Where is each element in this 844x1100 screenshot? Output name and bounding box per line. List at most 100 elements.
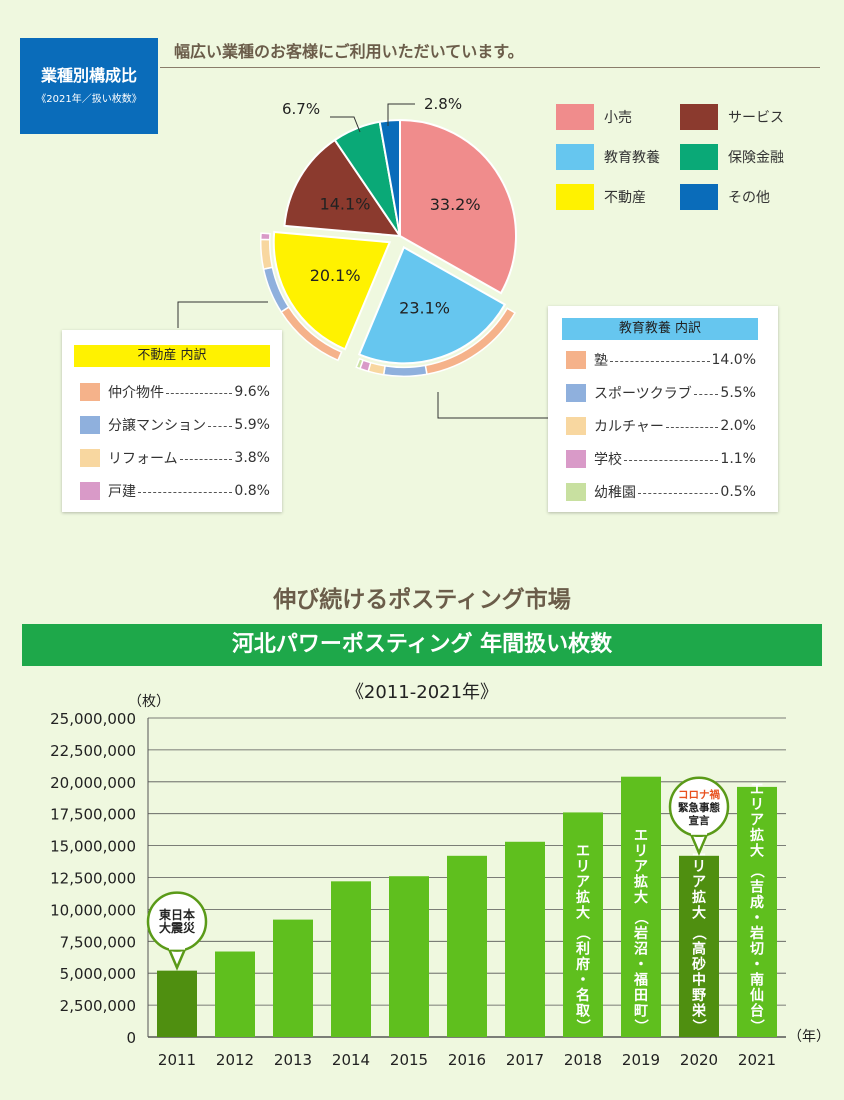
callout-text: 大震災 bbox=[159, 920, 196, 935]
y-tick-label: 20,000,000 bbox=[50, 774, 136, 792]
callout-text: 宣言 bbox=[689, 814, 710, 827]
x-tick-label: 2016 bbox=[448, 1051, 486, 1069]
item-label: カルチャー bbox=[594, 419, 664, 435]
legend-swatch bbox=[556, 144, 594, 170]
x-tick-label: 2012 bbox=[216, 1051, 254, 1069]
bar-vertical-label: 大 bbox=[692, 905, 706, 922]
y-tick-label: 7,500,000 bbox=[60, 933, 136, 951]
bar-vertical-label: 岩 bbox=[749, 925, 764, 942]
bar-vertical-label: リ bbox=[692, 859, 706, 875]
bar-vertical-label: リ bbox=[576, 859, 590, 875]
callout-text: 緊急事態 bbox=[678, 801, 720, 814]
bar-vertical-label: ・ bbox=[750, 957, 764, 973]
pie-slice bbox=[283, 138, 403, 238]
item-label: リフォーム bbox=[108, 451, 178, 467]
bar-vertical-label: ） bbox=[748, 1019, 764, 1033]
x-tick-label: 2011 bbox=[158, 1051, 196, 1069]
bar-vertical-label: エ bbox=[634, 828, 648, 844]
item-value: 0.8% bbox=[234, 483, 270, 499]
legend-swatch bbox=[680, 104, 718, 130]
legend-item-insurance: 保険金融 bbox=[680, 144, 784, 170]
item-label: 学校 bbox=[594, 452, 622, 468]
bar-vertical-label: 名 bbox=[576, 987, 590, 1004]
bar-vertical-label: 南 bbox=[750, 972, 764, 989]
x-tick-label: 2013 bbox=[274, 1051, 312, 1069]
callout-text: コロナ禍 bbox=[678, 788, 720, 801]
pie-label-other: 2.8% bbox=[424, 95, 463, 113]
education-item-school: 学校 1.1% bbox=[566, 449, 756, 469]
bar bbox=[389, 876, 429, 1037]
pie-slice-label: 33.2% bbox=[430, 195, 481, 214]
bar-vertical-label: 拡 bbox=[750, 827, 764, 844]
legend-label: 保険金融 bbox=[728, 150, 784, 166]
bar-vertical-label: 田 bbox=[634, 988, 648, 1004]
section-title: 伸び続けるポスティング市場 bbox=[273, 587, 571, 613]
legend-swatch bbox=[556, 104, 594, 130]
bar bbox=[737, 786, 777, 1037]
x-tick-label: 2018 bbox=[564, 1051, 602, 1069]
bar-vertical-label: ・ bbox=[634, 957, 648, 973]
education-breakdown-title: 教育教養 内訳 bbox=[562, 318, 758, 340]
annual-volume-bar-chart: 0 2,500,000 5,000,000 7,500,000 10,000,000 12… bbox=[50, 694, 830, 1069]
legend-item-other: その他 bbox=[680, 184, 770, 210]
bar-vertical-label: リ bbox=[750, 797, 764, 813]
bar-vertical-label: エ bbox=[576, 844, 590, 860]
legend-label: 不動産 bbox=[604, 190, 646, 206]
leader-dots bbox=[138, 491, 233, 493]
pie-slice bbox=[378, 118, 401, 237]
bar-vertical-label: 府 bbox=[576, 956, 590, 973]
callout-text: 東日本 bbox=[159, 907, 195, 922]
legend-label: サービス bbox=[728, 110, 784, 126]
leader-dots bbox=[208, 425, 233, 427]
bar-vertical-label: （ bbox=[690, 926, 706, 940]
bar-vertical-label: 吉 bbox=[750, 879, 764, 896]
swatch bbox=[566, 483, 586, 501]
x-tick-label: 2019 bbox=[622, 1051, 660, 1069]
bar bbox=[157, 970, 197, 1037]
leader-dots bbox=[665, 426, 719, 428]
pie-slice-label: 14.1% bbox=[320, 195, 371, 214]
pie-label-insurance: 6.7% bbox=[282, 100, 321, 118]
bar-vertical-label: ・ bbox=[576, 973, 590, 989]
y-tick-label: 12,500,000 bbox=[50, 870, 136, 888]
swatch bbox=[80, 383, 100, 401]
bar-vertical-label: 切 bbox=[750, 942, 764, 958]
bar-vertical-label: ） bbox=[690, 1019, 706, 1033]
realestate-item-brokerage: 仲介物件 9.6% bbox=[80, 382, 270, 402]
y-tick-label: 15,000,000 bbox=[50, 838, 136, 856]
callout-joint bbox=[691, 828, 707, 835]
education-item-kindergarten: 幼稚園 0.5% bbox=[566, 482, 756, 502]
bar-vertical-label: 大 bbox=[750, 843, 764, 860]
bar bbox=[331, 881, 371, 1037]
pie-slice bbox=[272, 230, 392, 351]
bar-vertical-label: ア bbox=[750, 813, 764, 829]
callout-bubble bbox=[668, 776, 730, 838]
bar-vertical-label: （ bbox=[574, 926, 590, 940]
bar-vertical-label: 拡 bbox=[692, 889, 706, 906]
pie-leader-lines bbox=[177, 103, 548, 419]
composition-badge: 業種別構成比 《2021年／扱い枚数》 bbox=[20, 38, 158, 134]
item-label: 戸建 bbox=[108, 484, 136, 500]
x-tick-label: 2015 bbox=[390, 1051, 428, 1069]
bar-vertical-label: （ bbox=[632, 911, 648, 925]
item-value: 9.6% bbox=[234, 384, 270, 400]
bar-vertical-label: 栄 bbox=[691, 1003, 707, 1020]
leader-dots bbox=[638, 492, 719, 494]
item-value: 3.8% bbox=[234, 450, 270, 466]
swatch bbox=[566, 450, 586, 468]
bar-vertical-label: ア bbox=[634, 859, 648, 875]
bar-vertical-label: 拡 bbox=[576, 889, 590, 906]
bar-vertical-label: 岩 bbox=[633, 925, 648, 942]
bar-vertical-label: 町 bbox=[634, 1004, 648, 1020]
bar bbox=[447, 855, 487, 1037]
bar bbox=[679, 855, 719, 1037]
bar-vertical-label: ） bbox=[632, 1019, 648, 1033]
item-label: 塾 bbox=[594, 353, 608, 369]
legend-item-education: 教育教養 bbox=[556, 144, 660, 170]
education-item-juku: 塾 14.0% bbox=[566, 350, 756, 370]
industry-pie-chart: 33.2% 23.1% 20.1% 14.1% bbox=[177, 103, 548, 419]
bar-vertical-label: （ bbox=[748, 864, 764, 878]
bar-vertical-label: 利 bbox=[576, 941, 590, 958]
